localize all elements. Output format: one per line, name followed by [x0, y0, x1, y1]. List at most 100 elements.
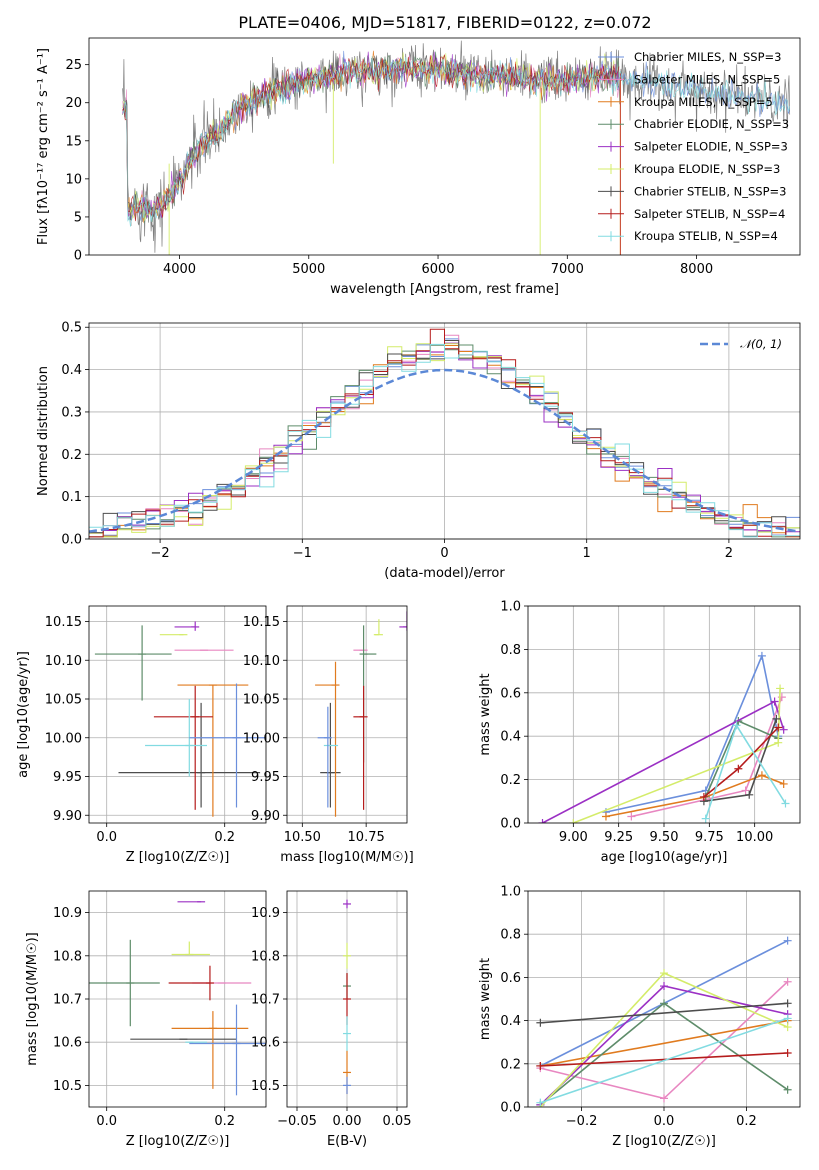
x-tick-label: 0.2 [214, 1114, 235, 1129]
x-tick-label: 7000 [551, 262, 584, 277]
y-tick-label: 0.2 [61, 448, 82, 463]
y-tick-label: 0.4 [61, 363, 82, 378]
y-tick-label: 10.5 [251, 1079, 280, 1094]
plot-area [89, 901, 266, 1096]
y-tick-label: 0.4 [500, 1014, 521, 1029]
y-tick-label: 10.9 [251, 906, 280, 921]
x-tick-label: −0.05 [277, 1114, 317, 1129]
plot-area [89, 328, 800, 538]
panel-5: 0.0 0.2 10.5 10.6 10.7 10.8 10.9 Z [log10(Z/Z☉)… [25, 890, 267, 1149]
y-tick-label: 0.0 [500, 1101, 521, 1116]
y-axis-label: age [log10(age/yr)] [16, 651, 31, 778]
x-tick-label: 9.00 [559, 830, 588, 845]
model-spectrum-8 [122, 56, 790, 227]
panel-7: −0.2 0.0 0.2 0.0 0.2 0.4 0.6 0.8 1.0 Z [log10(Z/Z… [478, 885, 801, 1149]
y-tick-label: 9.95 [251, 770, 280, 785]
x-tick-label: 0.0 [96, 830, 117, 845]
y-tick-label: 10.6 [251, 1036, 280, 1051]
data-point [757, 771, 766, 780]
x-tick-label: 0.0 [654, 1114, 675, 1129]
y-tick-label: 9.90 [53, 809, 82, 824]
axes-frame [88, 605, 267, 824]
x-axis-label: (data-model)/error [384, 566, 505, 581]
y-tick-label: 0.8 [500, 928, 521, 943]
x-axis-label: age [log10(age/yr)] [601, 850, 728, 865]
y-tick-label: 10.9 [53, 906, 82, 921]
y-tick-label: 0.3 [61, 405, 82, 420]
data-point [536, 1061, 545, 1070]
x-tick-label: −2 [151, 546, 170, 561]
panel-3: 10.50 10.75 9.90 9.95 10.00 10.05 10.10 10.15 ma… [243, 605, 414, 865]
legend-entry: Salpeter ELODIE, N_SSP=3 [634, 140, 788, 154]
data-point [569, 819, 578, 823]
data-point [601, 812, 610, 821]
y-tick-label: 15 [65, 134, 82, 149]
data-point [538, 819, 547, 823]
data-point [772, 714, 781, 723]
series-line-0 [605, 653, 779, 813]
data-point [781, 799, 790, 808]
x-axis-label: wavelength [Angstrom, rest frame] [330, 282, 559, 297]
series-line-8 [704, 723, 787, 819]
axes-frame [286, 605, 408, 824]
data-point [660, 1094, 668, 1103]
axes-frame [88, 890, 267, 1108]
data-point [783, 977, 792, 986]
axes-frame [286, 890, 408, 1108]
x-axis-label: Z [log10(Z/Z☉)] [126, 850, 230, 865]
data-point [732, 721, 741, 730]
axes-frame [88, 37, 801, 256]
plot-area [538, 651, 790, 823]
data-point [783, 1023, 792, 1032]
series-line-1 [631, 696, 783, 818]
legend-entry: 𝒩(0, 1) [740, 337, 782, 351]
y-tick-label: 10.05 [243, 693, 280, 708]
legend-entry: Kroupa MILES, N_SSP=5 [634, 95, 773, 109]
axes-frame [88, 322, 801, 540]
x-axis-label: E(B-V) [327, 1134, 367, 1149]
axes-frame [527, 605, 801, 824]
y-tick-label: 10.7 [53, 993, 82, 1008]
y-tick-label: 0.8 [500, 643, 521, 658]
model-spectrum-7 [122, 54, 620, 222]
series-line-8 [540, 1017, 788, 1104]
x-tick-label: 10.75 [348, 830, 385, 845]
y-tick-label: 0.0 [61, 533, 82, 548]
data-point [536, 1098, 545, 1107]
data-point [701, 814, 710, 823]
data-point [774, 723, 783, 732]
y-tick-label: 10 [65, 172, 82, 187]
y-tick-label: 10.10 [243, 654, 280, 669]
x-tick-label: 1 [583, 546, 591, 561]
data-point [783, 1049, 792, 1057]
data-point [660, 969, 668, 978]
data-point [745, 790, 754, 799]
plot-area [343, 899, 351, 1095]
data-point [660, 999, 668, 1008]
y-axis-label: Flux [fλ10⁻¹⁷ erg cm⁻² s⁻¹ A⁻¹] [36, 48, 51, 245]
y-tick-label: 0.6 [500, 686, 521, 701]
series-line-2 [605, 774, 784, 818]
x-tick-label: −0.2 [566, 1114, 598, 1129]
axes-frame [527, 890, 801, 1108]
series-line-7 [540, 1052, 788, 1067]
y-tick-label: 0.2 [500, 1057, 521, 1072]
data-point [776, 684, 785, 693]
panel-1: −2 −1 0 1 2 0.0 0.1 0.2 0.3 0.4 0.5 (data-model)/er… [36, 321, 801, 581]
x-axis-label: mass [log10(M/M☉)] [280, 850, 413, 865]
y-tick-label: 1.0 [500, 885, 521, 900]
y-tick-label: 25 [65, 58, 82, 73]
legend-entry: Kroupa STELIB, N_SSP=4 [634, 229, 778, 243]
data-point [774, 738, 783, 747]
data-point [779, 725, 788, 734]
y-tick-label: 20 [65, 96, 82, 111]
y-tick-label: 0 [74, 249, 82, 264]
series-line-2 [540, 1019, 788, 1067]
data-point [741, 786, 750, 795]
chart-title: PLATE=0406, MJD=51817, FIBERID=0122, z=0… [238, 13, 651, 32]
y-axis-label: mass [log10(M/M☉)] [25, 932, 40, 1065]
y-tick-label: 10.15 [243, 615, 280, 630]
data-point [699, 792, 708, 801]
y-tick-label: 0.5 [61, 321, 82, 336]
